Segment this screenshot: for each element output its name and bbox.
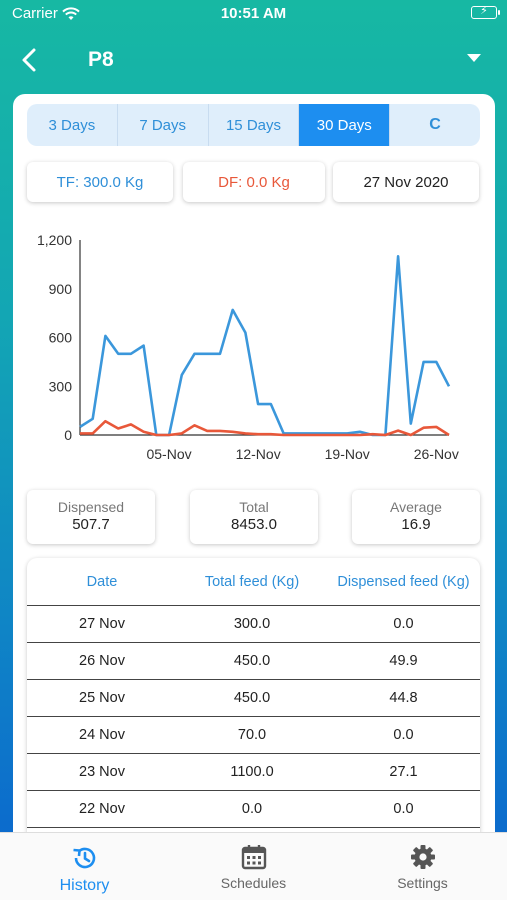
nav-bar: P8 [0,40,507,80]
table-row[interactable]: 24 Nov 70.0 0.0 [27,717,480,754]
stat-dispensed: Dispensed 507.7 [27,490,155,544]
table-row[interactable]: 23 Nov 1100.0 27.1 [27,754,480,791]
range-3-days[interactable]: 3 Days [27,104,118,146]
wifi-icon [62,6,80,20]
cell-date: 24 Nov [79,727,125,743]
x-tick-label: 19-Nov [325,446,370,462]
stat-label: Total [239,499,269,515]
cell-date: 22 Nov [79,801,125,817]
date-picker[interactable]: 27 Nov 2020 [333,162,479,202]
tab-history[interactable]: History [0,833,169,900]
x-tick-label: 12-Nov [236,446,281,462]
status-time: 10:51 AM [220,5,287,22]
cell-total-feed: 450.0 [233,690,271,706]
header-dispensed-feed: Dispensed feed (Kg) [337,573,470,590]
carrier-info: Carrier [12,5,80,22]
cell-dispensed-feed: 27.1 [389,764,418,780]
range-custom[interactable]: C [429,116,441,133]
feed-history-table[interactable]: Date Total feed (Kg) Dispensed feed (Kg)… [27,558,480,854]
header-date: Date [86,573,118,590]
dispensed-feed-pill: DF: 0.0 Kg [183,162,325,202]
cell-dispensed-feed: 0.0 [393,616,414,632]
table-header: Date Total feed (Kg) Dispensed feed (Kg) [27,558,480,606]
table-row[interactable]: 25 Nov 450.0 44.8 [27,680,480,717]
cell-total-feed: 70.0 [237,727,267,743]
battery-charging-icon: ⚡ [471,5,500,19]
y-tick-label: 1,200 [37,232,72,248]
history-card: 3 Days 7 Days 15 Days 30 Days C TF: 300.… [13,94,495,854]
range-7-days[interactable]: 7 Days [118,104,209,146]
y-tick-label: 600 [49,330,73,346]
status-bar: Carrier 10:51 AM ⚡ [0,0,507,28]
cell-date: 26 Nov [79,653,125,669]
y-tick-label: 0 [64,427,72,443]
y-tick-labels: 0 300 600 900 1,200 [37,232,72,443]
table-row[interactable]: 26 Nov 450.0 49.9 [27,643,480,680]
range-30-days[interactable]: 30 Days [299,104,391,146]
gear-icon [410,845,435,869]
x-tick-label: 26-Nov [414,446,459,462]
tab-schedules[interactable]: Schedules [169,833,338,900]
calendar-icon [241,845,266,870]
chevron-left-icon[interactable] [16,46,44,74]
x-tick-label: 05-Nov [146,446,191,462]
tab-bar: History Schedules [0,832,507,900]
cell-total-feed: 450.0 [233,653,271,669]
cell-date: 23 Nov [79,764,125,780]
tab-label: History [59,877,110,894]
header-total-feed: Total feed (Kg) [204,573,300,590]
series-line-total [79,255,451,437]
x-tick-labels: 05-Nov 12-Nov 19-Nov 26-Nov [146,446,458,462]
cell-dispensed-feed: 0.0 [393,727,414,743]
page-title: P8 [88,48,114,71]
stat-value: 8453.0 [231,516,277,533]
carrier-name: Carrier [12,5,58,22]
cell-dispensed-feed: 44.8 [389,690,418,706]
total-feed-pill: TF: 300.0 Kg [27,162,173,202]
stat-total: Total 8453.0 [190,490,318,544]
range-selector: 3 Days 7 Days 15 Days 30 Days C [27,104,480,146]
tab-label: Schedules [220,875,287,891]
stat-label: Dispensed [57,499,125,515]
tab-label: Settings [397,875,448,891]
cell-total-feed: 1100.0 [230,764,274,780]
table-row[interactable]: 22 Nov 0.0 0.0 [27,791,480,828]
stat-average: Average 16.9 [352,490,480,544]
table-row[interactable]: 27 Nov 300.0 0.0 [27,606,480,643]
series-line-dispensed [80,419,450,437]
y-tick-label: 300 [49,378,73,394]
cell-total-feed: 0.0 [241,801,263,817]
stat-value: 16.9 [401,516,431,533]
cell-dispensed-feed: 49.9 [389,653,418,669]
history-icon [72,847,95,869]
cell-date: 27 Nov [79,616,125,632]
cell-total-feed: 300.0 [233,616,271,632]
stat-value: 507.7 [72,516,110,533]
stat-label: Average [390,499,442,515]
y-tick-label: 900 [49,281,73,297]
caret-down-icon[interactable] [467,54,481,62]
feed-line-chart: 0 300 600 900 1,200 05-Nov 12-Nov 19-Nov 26-Nov [37,232,459,462]
range-15-days[interactable]: 15 Days [209,104,300,146]
tab-settings[interactable]: Settings [338,833,507,900]
cell-dispensed-feed: 0.0 [393,801,414,817]
cell-date: 25 Nov [79,690,125,706]
